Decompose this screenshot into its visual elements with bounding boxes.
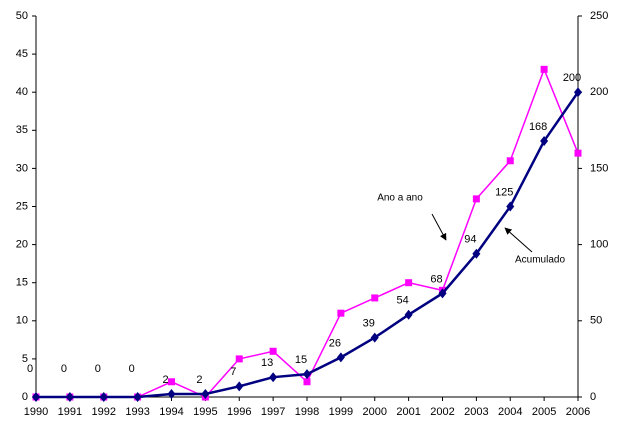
point [337, 309, 345, 317]
annotation: Ano a ano [377, 193, 423, 204]
y2-tick-label: 250 [590, 10, 608, 22]
y-tick-label: 5 [22, 353, 28, 365]
x-tick-label: 1991 [58, 406, 82, 418]
data-label: 15 [295, 354, 307, 366]
data-label: 39 [363, 317, 375, 329]
data-label: 94 [464, 234, 476, 246]
point [99, 392, 108, 402]
point [303, 378, 311, 386]
point [540, 135, 549, 146]
y-tick-label: 45 [16, 48, 28, 60]
y-tick-label: 30 [16, 162, 28, 174]
point [269, 347, 277, 355]
point [235, 355, 243, 363]
point [574, 87, 582, 98]
data-label: 2 [162, 374, 168, 386]
point [404, 309, 413, 320]
point [438, 288, 447, 299]
y2-tick-label: 150 [590, 162, 608, 174]
point [472, 248, 481, 259]
x-tick-label: 2000 [363, 406, 387, 418]
y2-tick-label: 0 [590, 391, 596, 403]
y2-tick-label: 50 [590, 315, 602, 327]
point [336, 352, 345, 363]
data-label: 0 [129, 363, 135, 375]
x-tick-label: 2005 [532, 406, 556, 418]
x-tick-label: 1990 [24, 406, 48, 418]
annotation: Acumulado [515, 255, 565, 266]
x-tick-label: 1992 [92, 406, 116, 418]
data-label: 26 [329, 337, 341, 349]
x-tick-label: 2001 [396, 406, 420, 418]
point [167, 388, 176, 399]
y-tick-label: 10 [16, 315, 28, 327]
data-label: 168 [529, 121, 547, 133]
x-tick-label: 1993 [125, 406, 149, 418]
point [472, 195, 480, 203]
data-label: 68 [430, 273, 442, 285]
point [371, 294, 379, 302]
annotation-arrow [431, 213, 447, 241]
data-label: 13 [261, 357, 273, 369]
y-tick-label: 50 [16, 10, 28, 22]
point [370, 332, 379, 343]
y2-tick-label: 200 [590, 86, 608, 98]
x-tick-label: 1999 [329, 406, 353, 418]
point [65, 392, 74, 402]
point [574, 149, 582, 157]
data-label: 200 [563, 72, 581, 84]
data-label: 7 [230, 366, 236, 378]
x-tick-label: 2006 [566, 406, 590, 418]
point [32, 392, 40, 402]
point [168, 378, 175, 386]
point [506, 201, 515, 212]
point [303, 369, 311, 380]
y-tick-label: 40 [16, 86, 28, 98]
x-tick-label: 2002 [430, 406, 454, 418]
y-tick-label: 0 [22, 391, 28, 403]
x-tick-label: 1996 [227, 406, 251, 418]
annotation-arrow [504, 227, 533, 253]
x-tick-label: 1995 [193, 406, 217, 418]
series-line [36, 91, 580, 399]
point [405, 279, 413, 287]
x-tick-label: 1994 [159, 406, 183, 418]
data-label: 0 [95, 363, 101, 375]
point [506, 157, 514, 165]
data-label: 0 [61, 363, 67, 375]
y-tick-label: 20 [16, 239, 28, 251]
point [133, 392, 142, 402]
y-tick-label: 25 [16, 200, 28, 212]
data-label: 125 [495, 186, 513, 198]
data-label: 54 [397, 295, 409, 307]
series-line [36, 67, 579, 398]
y-tick-label: 35 [16, 124, 28, 136]
x-tick-label: 1997 [261, 406, 285, 418]
y-tick-label: 15 [16, 277, 28, 289]
point [201, 388, 210, 399]
data-label: 2 [196, 374, 202, 386]
point [235, 381, 244, 392]
x-tick-label: 2003 [464, 406, 488, 418]
x-tick-label: 2004 [498, 406, 522, 418]
x-tick-label: 1998 [295, 406, 319, 418]
y2-tick-label: 100 [590, 239, 608, 251]
point [540, 65, 548, 73]
point [269, 372, 278, 383]
data-label: 0 [27, 363, 33, 375]
